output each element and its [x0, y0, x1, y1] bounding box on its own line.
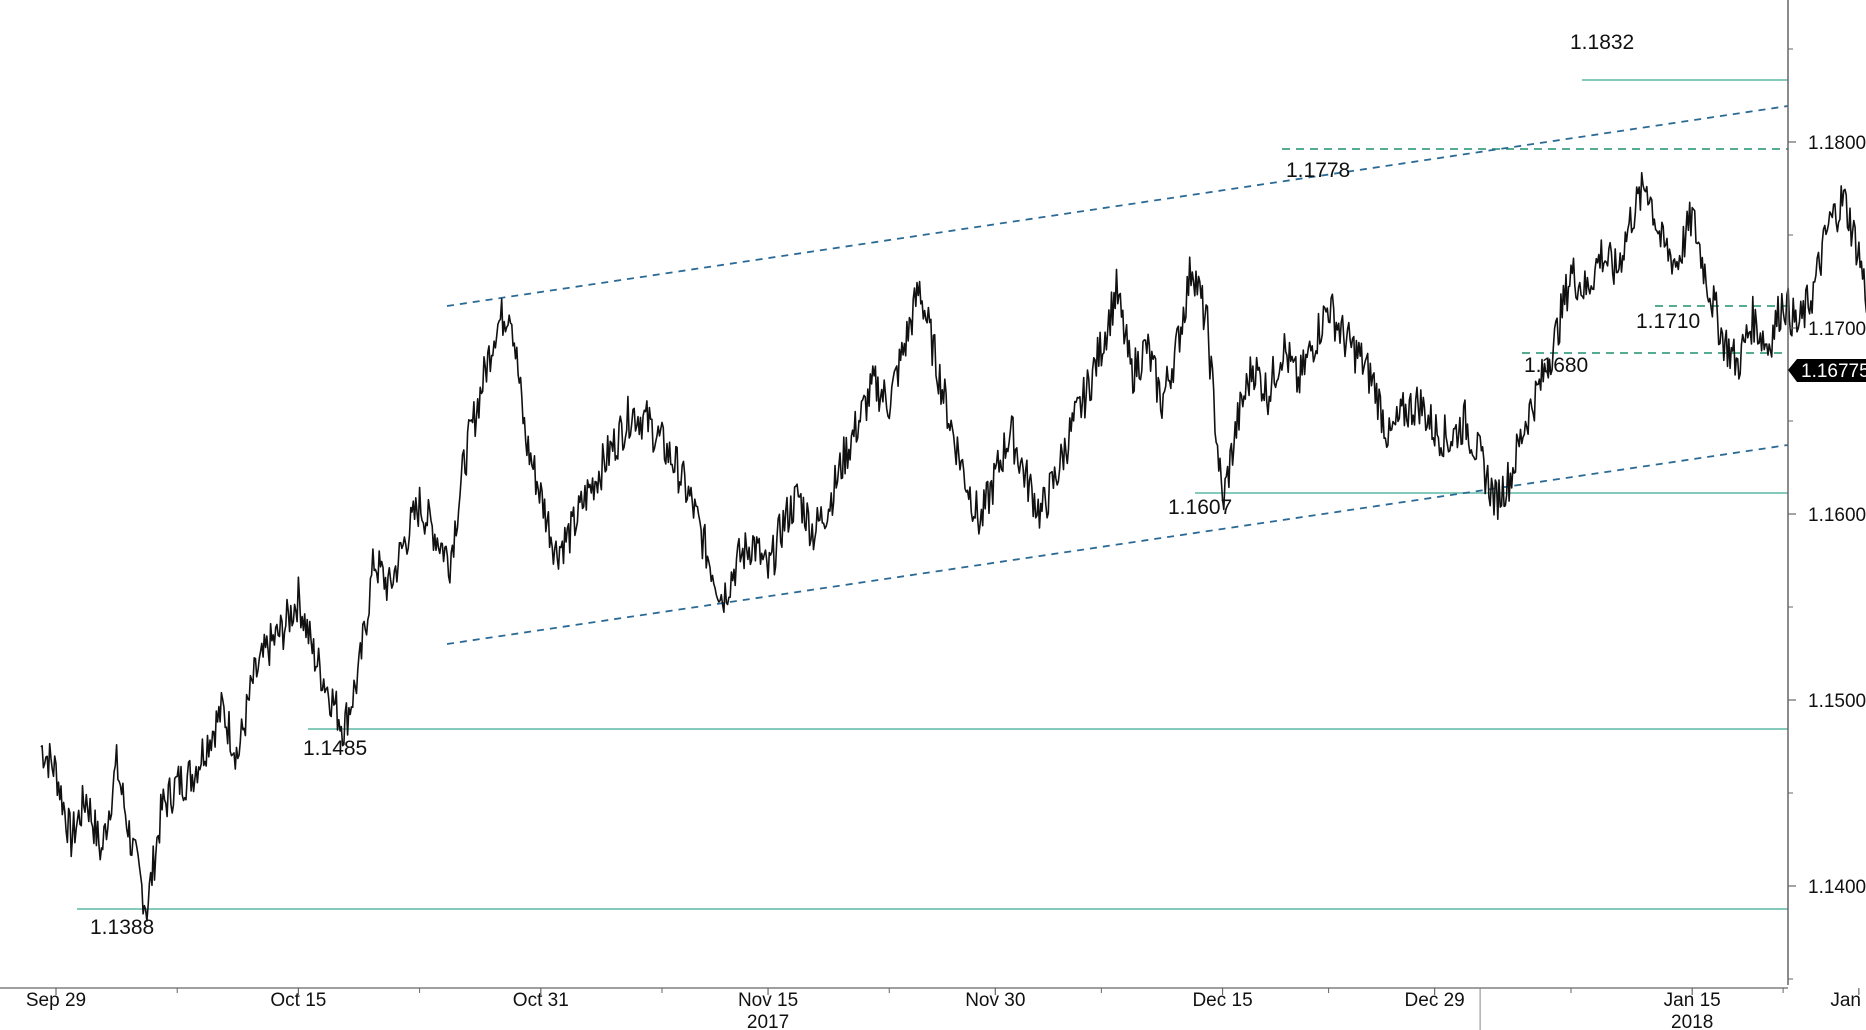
x-tick-label: Nov 30: [965, 990, 1025, 1011]
y-tick-label: 1.18000: [1808, 133, 1866, 154]
y-axis: 1.14000 1.15000 1.16000 1.17000 1.18000: [1787, 0, 1866, 985]
annotation-label: 1.1607: [1168, 496, 1232, 519]
y-tick-label: 1.15000: [1808, 691, 1866, 712]
price-line: [40, 171, 1866, 922]
trend-channel: [446, 105, 1789, 645]
x-tick-label: Dec 29: [1405, 990, 1465, 1011]
last-price-badge: [1788, 359, 1866, 382]
y-tick-label: 1.17000: [1808, 319, 1866, 340]
support-levels: [77, 79, 1788, 910]
x-tick-label: Jan 15: [1664, 990, 1721, 1011]
x-tick-label: Dec 15: [1192, 990, 1252, 1011]
annotation-label: 1.1778: [1286, 159, 1350, 182]
x-tick-label: Jan 26: [1830, 990, 1866, 1011]
year-label: 2017: [747, 1012, 789, 1030]
y-tick-label: 1.14000: [1808, 877, 1866, 898]
x-tick-label: Sep 29: [26, 990, 86, 1011]
x-axis: Sep 29 Oct 15 Oct 31 Nov 15 Nov 30 Dec 15 Dec …: [0, 987, 1866, 1030]
channel-upper-line: [446, 105, 1789, 307]
annotation-label: 1.1485: [303, 737, 367, 760]
x-tick-label: Oct 15: [270, 990, 326, 1011]
annotation-label: 1.1388: [90, 916, 154, 939]
y-axis-ticks: 1.14000 1.15000 1.16000 1.17000 1.18000: [1788, 48, 1866, 980]
last-price-value: 1.16775: [1801, 361, 1866, 382]
last-price-tag: 1.16775: [1788, 359, 1866, 382]
channel-lower-line: [446, 444, 1789, 645]
annotation-label: 1.1710: [1636, 310, 1700, 333]
annotation-label: 1.1832: [1570, 31, 1634, 54]
price-series: [40, 171, 1866, 922]
x-tick-label: Oct 31: [513, 990, 569, 1011]
x-tick-label: Nov 15: [738, 990, 798, 1011]
annotation-label: 1.1680: [1524, 354, 1588, 377]
x-axis-ticks: Sep 29 Oct 15 Oct 31 Nov 15 Nov 30 Dec 15 Dec …: [26, 988, 1866, 1030]
year-label: 2018: [1671, 1012, 1713, 1030]
annotation-labels: 1.1388 1.1485 1.1607 1.1680 1.1710 1.177…: [90, 31, 1700, 939]
y-tick-label: 1.16000: [1808, 505, 1866, 526]
